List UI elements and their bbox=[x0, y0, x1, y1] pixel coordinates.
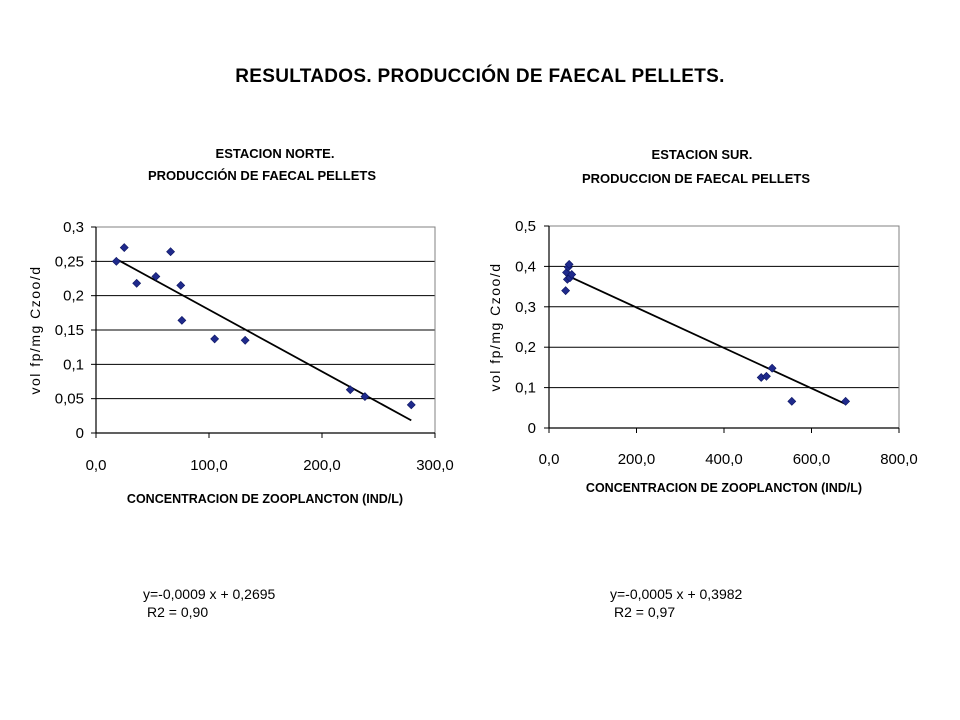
page-title: RESULTADOS. PRODUCCIÓN DE FAECAL PELLETS… bbox=[235, 66, 725, 87]
norte-y-tick-label: 0,15 bbox=[55, 322, 84, 339]
sur-chart-subtitle: PRODUCCION DE FAECAL PELLETS bbox=[582, 171, 810, 186]
norte-data-point bbox=[111, 256, 121, 266]
norte-data-point bbox=[176, 280, 186, 290]
norte-x-tick-label: 300,0 bbox=[416, 457, 454, 474]
norte-data-point bbox=[119, 243, 129, 253]
sur-data-point bbox=[767, 363, 777, 373]
norte-x-tick-label: 0,0 bbox=[86, 457, 107, 474]
sur-y-tick-label: 0 bbox=[528, 420, 536, 437]
norte-y-tick-label: 0,3 bbox=[63, 219, 84, 236]
sur-data-point bbox=[841, 396, 851, 406]
sur-x-tick-label: 400,0 bbox=[705, 451, 743, 468]
norte-regression-equation: y=-0,0009 x + 0,2695 bbox=[143, 586, 276, 602]
sur-data-point bbox=[567, 270, 577, 279]
norte-trendline bbox=[115, 258, 412, 422]
norte-data-point bbox=[345, 385, 355, 395]
norte-y-tick-label: 0 bbox=[76, 425, 84, 442]
norte-data-point bbox=[406, 400, 416, 410]
norte-data-point bbox=[240, 335, 250, 345]
sur-trendline bbox=[565, 273, 847, 405]
norte-data-point bbox=[210, 334, 220, 344]
norte-data-point bbox=[177, 315, 187, 325]
norte-data-point bbox=[132, 278, 142, 288]
sur-x-tick-label: 200,0 bbox=[618, 451, 656, 468]
sur-data-point bbox=[787, 396, 797, 406]
norte-x-axis-label: CONCENTRACION DE ZOOPLANCTON (IND/L) bbox=[127, 492, 403, 506]
norte-chart-title: ESTACION NORTE. bbox=[216, 146, 335, 161]
sur-x-tick-label: 0,0 bbox=[539, 451, 560, 468]
sur-chart-title: ESTACION SUR. bbox=[652, 147, 753, 162]
sur-x-tick-label: 600,0 bbox=[793, 451, 831, 468]
norte-y-tick-label: 0,1 bbox=[63, 356, 84, 373]
norte-x-tick-label: 100,0 bbox=[190, 457, 228, 474]
sur-data-point bbox=[762, 371, 771, 381]
norte-y-axis-label: vol fp/mg Czoo/d bbox=[27, 265, 43, 394]
sur-y-tick-label: 0,5 bbox=[515, 218, 536, 235]
sur-plot-area bbox=[548, 225, 900, 429]
norte-data-point bbox=[360, 392, 370, 402]
sur-y-tick-label: 0,3 bbox=[515, 299, 536, 316]
sur-y-tick-label: 0,2 bbox=[515, 339, 536, 356]
norte-data-point bbox=[166, 247, 176, 257]
norte-y-tick-label: 0,25 bbox=[55, 253, 84, 270]
sur-data-point bbox=[561, 286, 571, 296]
norte-y-tick-label: 0,2 bbox=[63, 288, 84, 305]
sur-x-axis-label: CONCENTRACION DE ZOOPLANCTON (IND/L) bbox=[586, 481, 862, 495]
sur-x-tick-label: 800,0 bbox=[880, 451, 918, 468]
norte-data-point bbox=[151, 272, 161, 281]
sur-y-axis-label: vol fp/mg Czoo/d bbox=[487, 262, 503, 391]
norte-y-tick-label: 0,05 bbox=[55, 391, 84, 408]
norte-chart-subtitle: PRODUCCIÓN DE FAECAL PELLETS bbox=[148, 168, 376, 183]
sur-r2: R2 = 0,97 bbox=[614, 604, 676, 620]
norte-r2: R2 = 0,90 bbox=[147, 604, 209, 620]
sur-regression-equation: y=-0,0005 x + 0,3982 bbox=[610, 586, 743, 602]
sur-data-point bbox=[564, 259, 574, 269]
sur-y-tick-label: 0,4 bbox=[515, 258, 536, 275]
norte-x-tick-label: 200,0 bbox=[303, 457, 341, 474]
sur-y-tick-label: 0,1 bbox=[515, 380, 536, 397]
